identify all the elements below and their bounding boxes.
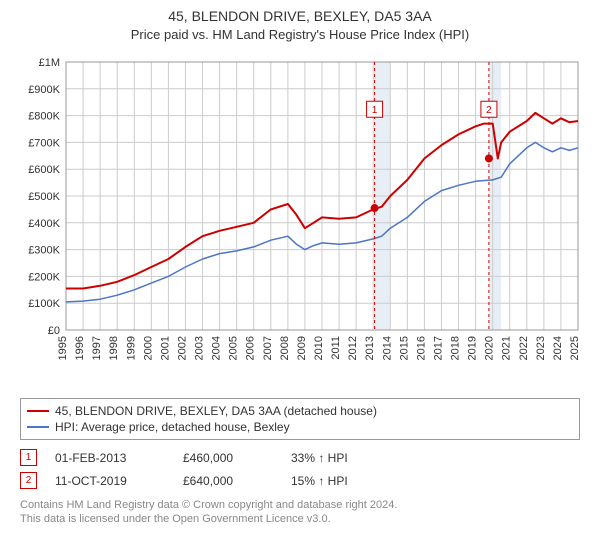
- sales-table: 1 01-FEB-2013 £460,000 33% ↑ HPI 2 11-OC…: [20, 446, 580, 492]
- svg-text:£200K: £200K: [28, 271, 60, 283]
- sale-row: 2 11-OCT-2019 £640,000 15% ↑ HPI: [20, 469, 580, 492]
- sale-price: £640,000: [183, 474, 273, 488]
- svg-text:2009: 2009: [296, 336, 308, 360]
- svg-text:2013: 2013: [364, 336, 376, 360]
- footer-line: Contains HM Land Registry data © Crown c…: [20, 498, 588, 512]
- sale-marker-icon: 2: [20, 472, 37, 489]
- footer-line: This data is licensed under the Open Gov…: [20, 512, 588, 526]
- svg-text:2019: 2019: [467, 336, 479, 360]
- svg-text:1996: 1996: [74, 336, 86, 360]
- svg-text:2008: 2008: [279, 336, 291, 360]
- svg-text:£900K: £900K: [28, 84, 60, 96]
- svg-text:2022: 2022: [518, 336, 530, 360]
- sale-marker-icon: 1: [20, 449, 37, 466]
- svg-text:2015: 2015: [398, 336, 410, 360]
- svg-text:£100K: £100K: [28, 298, 60, 310]
- legend-item-subject: 45, BLENDON DRIVE, BEXLEY, DA5 3AA (deta…: [27, 403, 573, 419]
- svg-text:£500K: £500K: [28, 191, 60, 203]
- sale-date: 11-OCT-2019: [55, 474, 165, 488]
- svg-text:2017: 2017: [432, 336, 444, 360]
- svg-text:2005: 2005: [228, 336, 240, 360]
- sale-price: £460,000: [183, 451, 273, 465]
- svg-text:2002: 2002: [176, 336, 188, 360]
- sale-row: 1 01-FEB-2013 £460,000 33% ↑ HPI: [20, 446, 580, 469]
- svg-text:£1M: £1M: [39, 57, 60, 69]
- legend: 45, BLENDON DRIVE, BEXLEY, DA5 3AA (deta…: [20, 398, 580, 440]
- svg-text:2001: 2001: [159, 336, 171, 360]
- svg-text:£600K: £600K: [28, 164, 60, 176]
- svg-text:1997: 1997: [91, 336, 103, 360]
- svg-text:2: 2: [486, 105, 492, 116]
- svg-text:2018: 2018: [450, 336, 462, 360]
- svg-text:2007: 2007: [262, 336, 274, 360]
- svg-text:£400K: £400K: [28, 218, 60, 230]
- page-subtitle: Price paid vs. HM Land Registry's House …: [12, 27, 588, 42]
- svg-text:2024: 2024: [552, 336, 564, 360]
- svg-text:£800K: £800K: [28, 111, 60, 123]
- svg-text:1998: 1998: [108, 336, 120, 360]
- svg-text:1999: 1999: [125, 336, 137, 360]
- footer: Contains HM Land Registry data © Crown c…: [20, 498, 588, 527]
- svg-text:2000: 2000: [142, 336, 154, 360]
- legend-label: 45, BLENDON DRIVE, BEXLEY, DA5 3AA (deta…: [55, 404, 377, 418]
- svg-text:2006: 2006: [245, 336, 257, 360]
- svg-text:2021: 2021: [501, 336, 513, 360]
- svg-text:1995: 1995: [57, 336, 69, 360]
- legend-swatch: [27, 410, 49, 412]
- svg-text:2011: 2011: [330, 336, 342, 360]
- svg-text:2004: 2004: [211, 336, 223, 360]
- legend-label: HPI: Average price, detached house, Bexl…: [55, 420, 290, 434]
- svg-text:£0: £0: [48, 325, 60, 337]
- svg-text:2025: 2025: [569, 336, 581, 360]
- svg-text:2016: 2016: [415, 336, 427, 360]
- svg-text:£300K: £300K: [28, 245, 60, 257]
- legend-item-hpi: HPI: Average price, detached house, Bexl…: [27, 419, 573, 435]
- svg-text:2003: 2003: [194, 336, 206, 360]
- price-chart: £0 £100K £200K £300K £400K £500K £600K £700K £80…: [12, 52, 588, 392]
- legend-swatch: [27, 426, 49, 428]
- page-title: 45, BLENDON DRIVE, BEXLEY, DA5 3AA: [12, 8, 588, 24]
- svg-text:£700K: £700K: [28, 137, 60, 149]
- svg-text:2012: 2012: [347, 336, 359, 360]
- sale-date: 01-FEB-2013: [55, 451, 165, 465]
- svg-text:2020: 2020: [484, 336, 496, 360]
- svg-text:1: 1: [372, 105, 378, 116]
- svg-text:2010: 2010: [313, 336, 325, 360]
- sale-hpi-diff: 15% ↑ HPI: [291, 474, 381, 488]
- svg-text:2023: 2023: [535, 336, 547, 360]
- svg-text:2014: 2014: [381, 336, 393, 360]
- sale-hpi-diff: 33% ↑ HPI: [291, 451, 381, 465]
